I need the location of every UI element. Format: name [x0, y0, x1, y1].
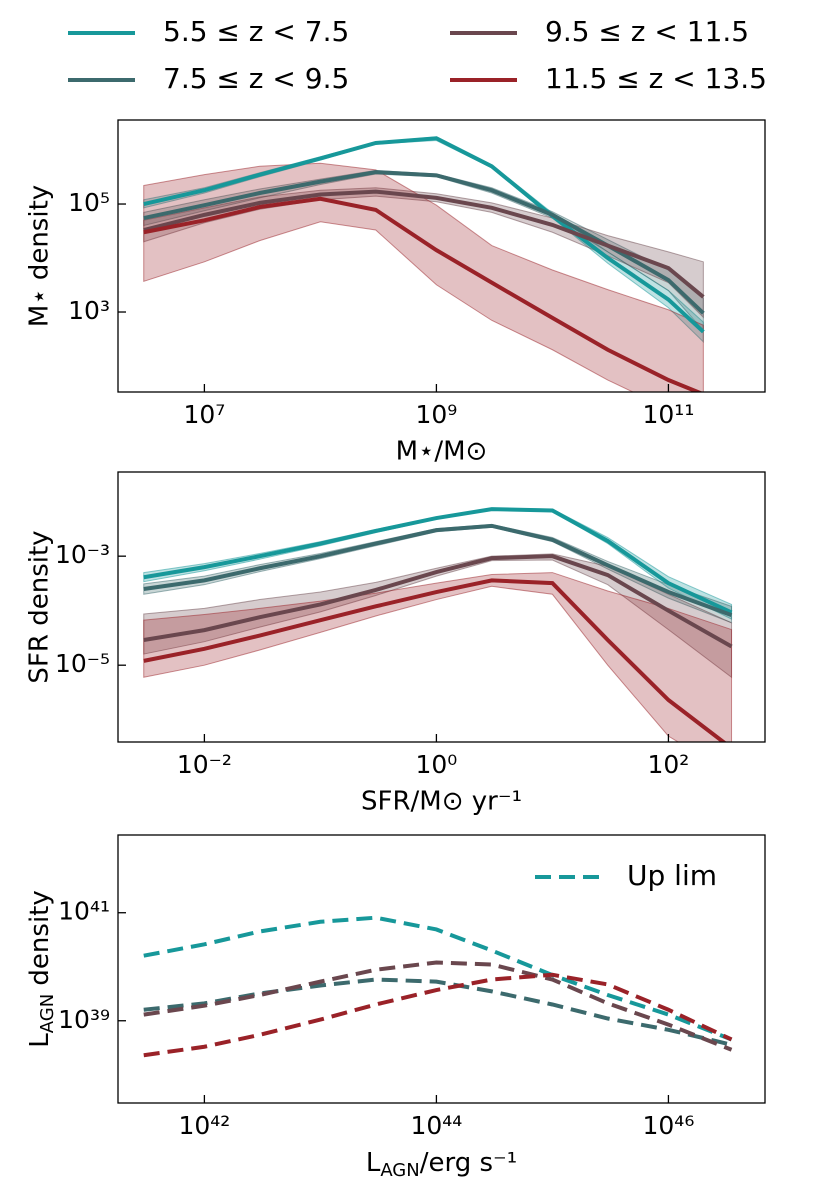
- y-axis-label-sub: AGN: [37, 994, 58, 1033]
- y-axis-label: LAGN density: [25, 890, 59, 1048]
- y-axis-label-rest: density: [25, 890, 55, 994]
- confidence-band: [143, 162, 704, 392]
- x-tick-label: 10⁴⁴: [410, 1111, 462, 1140]
- y-tick-label: 10⁵: [68, 188, 110, 217]
- plot-area: [143, 915, 733, 1058]
- axes-frame: [117, 119, 766, 393]
- series-line: [143, 960, 733, 1052]
- x-axis-label: M⋆/M⊙: [396, 437, 488, 467]
- x-tick-label: 10¹¹: [642, 400, 694, 429]
- series-line: [143, 915, 733, 1042]
- x-tick-label: 10⁰: [415, 750, 457, 779]
- series-line: [143, 523, 733, 617]
- x-axis-label: SFR/M⊙ yr⁻¹: [361, 787, 522, 817]
- y-tick-label: 10³⁹: [58, 1005, 110, 1034]
- series-line: [143, 507, 733, 615]
- legend-label: 5.5 ≤ z < 7.5: [163, 15, 349, 48]
- y-tick-label: 10⁻³: [55, 540, 110, 569]
- x-tick-label: 10⁻²: [177, 750, 232, 779]
- series-line: [143, 554, 733, 649]
- y-axis-label-base: L: [25, 1033, 55, 1048]
- x-tick-label: 10⁹: [415, 400, 457, 429]
- y-tick-label: 10³: [68, 296, 110, 325]
- x-tick-label: 10⁴⁶: [642, 1111, 694, 1140]
- x-axis-label-rest: /erg s⁻¹: [420, 1148, 517, 1178]
- legend-label: 11.5 ≤ z < 13.5: [545, 62, 767, 95]
- x-axis-label: LAGN/erg s⁻¹: [366, 1148, 517, 1182]
- axes-frame: [117, 834, 766, 1104]
- x-tick-label: 10⁴²: [178, 1111, 230, 1140]
- legend-label: Up lim: [627, 859, 717, 892]
- plot-area: [143, 507, 733, 742]
- series-line: [143, 196, 704, 392]
- x-tick-label: 10²: [648, 750, 690, 779]
- legend-label: 9.5 ≤ z < 11.5: [545, 15, 749, 48]
- x-axis-label-sub: AGN: [380, 1160, 419, 1181]
- series-line: [143, 972, 733, 1058]
- y-axis-label: M⋆ density: [25, 185, 55, 327]
- plot-area: [143, 136, 705, 392]
- series-line: [143, 578, 727, 742]
- series-line: [143, 189, 705, 299]
- series-line: [143, 136, 705, 334]
- y-tick-label: 10⁴¹: [58, 897, 110, 926]
- x-tick-label: 10⁷: [183, 400, 225, 429]
- axes-frame: [117, 471, 766, 743]
- x-axis-label-base: L: [366, 1148, 381, 1178]
- series-line: [143, 170, 705, 315]
- y-tick-label: 10⁻⁵: [55, 649, 110, 678]
- y-axis-label: SFR density: [25, 530, 55, 683]
- legend-label: 7.5 ≤ z < 9.5: [163, 62, 349, 95]
